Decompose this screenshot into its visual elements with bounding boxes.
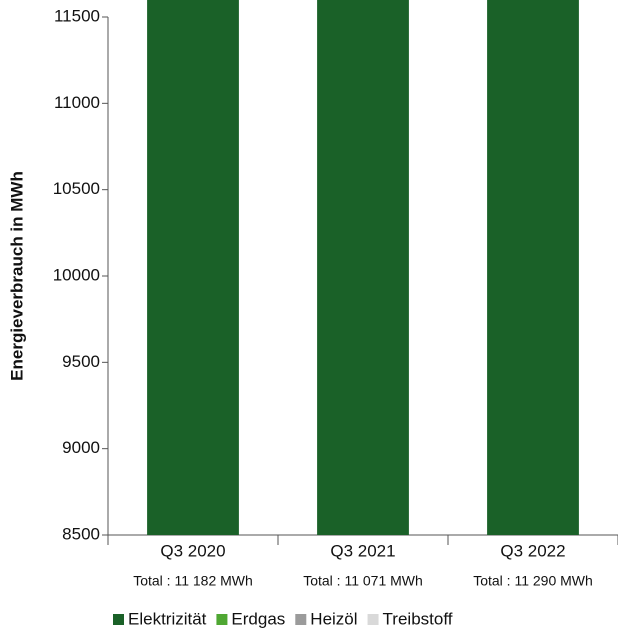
legend-swatch (295, 614, 307, 625)
legend-label: Erdgas (231, 609, 285, 628)
y-tick-label: 8500 (62, 524, 100, 543)
legend-label: Elektrizität (128, 609, 207, 628)
bar-segment (487, 0, 579, 535)
bar-segment (147, 0, 239, 535)
bar-segment (317, 0, 409, 535)
y-tick-label: 11000 (54, 93, 100, 112)
legend-swatch (216, 614, 228, 625)
x-tick-label: Q3 2020 (160, 541, 225, 560)
x-tick-label: Q3 2022 (500, 541, 565, 560)
y-tick-label: 10500 (53, 179, 100, 198)
y-tick-label: 9500 (62, 352, 100, 371)
total-annotation: Total : 11 182 MWh (133, 573, 253, 589)
y-tick-label: 9000 (62, 438, 100, 457)
y-axis-label: Energieverbrauch in MWh (7, 171, 26, 381)
y-tick-label: 10000 (53, 265, 100, 284)
legend-label: Heizöl (310, 609, 357, 628)
legend-swatch (367, 614, 379, 625)
y-tick-label: 11500 (54, 6, 100, 25)
x-tick-label: Q3 2021 (330, 541, 395, 560)
legend-swatch (113, 614, 124, 625)
legend-label: Treibstoff (383, 609, 453, 628)
total-annotation: Total : 11 290 MWh (473, 573, 593, 589)
total-annotation: Total : 11 071 MWh (303, 573, 423, 589)
